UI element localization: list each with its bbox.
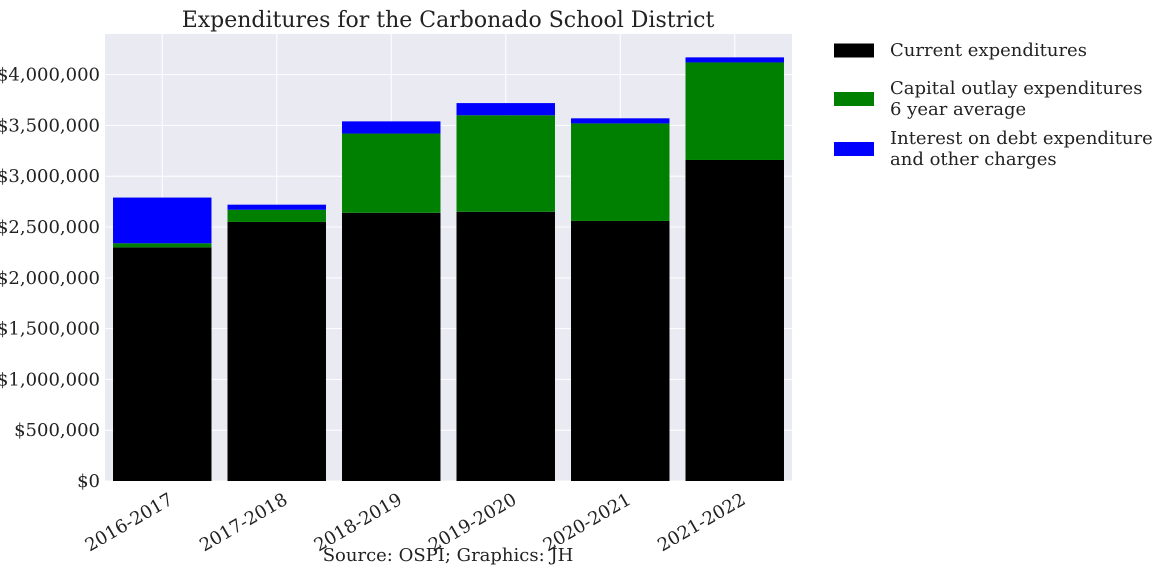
y-tick-label: $4,000,000 xyxy=(0,65,100,86)
x-tick-label: 2021-2022 xyxy=(654,489,749,556)
y-tick-label: $3,500,000 xyxy=(0,115,100,136)
plot-background xyxy=(105,34,792,481)
y-axis-tick-labels: $0 $500,000 $1,000,000 $1,500,000 $2,000,000… xyxy=(0,65,100,492)
bar-segment-series-2-2017-2018 xyxy=(227,204,326,210)
bar-segment-series-2-2019-2020 xyxy=(456,103,555,116)
bar-segment-series-2-2020-2021 xyxy=(571,118,670,124)
y-tick-label: $1,500,000 xyxy=(0,319,100,340)
y-tick-label: $2,500,000 xyxy=(0,217,100,238)
source-footnote: Source: OSPI; Graphics: JH xyxy=(323,545,574,566)
bar-segment-series-0-2016-2017 xyxy=(113,247,212,481)
bar-segment-series-0-2017-2018 xyxy=(227,221,326,481)
legend-swatch xyxy=(834,142,874,156)
y-tick-label: $0 xyxy=(77,471,100,492)
bar-segment-series-0-2021-2022 xyxy=(685,159,784,482)
chart-title: Expenditures for the Carbonado School Di… xyxy=(182,8,715,33)
y-tick-label: $500,000 xyxy=(14,420,100,441)
legend-label: Capital outlay expenditures 6 year averag… xyxy=(890,78,1142,120)
x-tick-label: 2016-2017 xyxy=(82,489,177,556)
bar-segment-series-1-2017-2018 xyxy=(227,209,326,222)
y-tick-label: $3,000,000 xyxy=(0,166,100,187)
bar-segment-series-1-2020-2021 xyxy=(571,123,670,221)
y-tick-label: $2,000,000 xyxy=(0,268,100,289)
bar-segment-series-1-2016-2017 xyxy=(113,243,212,248)
bars xyxy=(113,57,784,482)
bar-segment-series-0-2018-2019 xyxy=(342,212,441,482)
bar-segment-series-1-2018-2019 xyxy=(342,133,441,213)
legend: Current expenditures Capital outlay expen… xyxy=(834,40,1152,170)
x-tick-label: 2017-2018 xyxy=(196,489,291,556)
bar-segment-series-0-2019-2020 xyxy=(456,211,555,481)
legend-label: Interest on debt expenditures and other c… xyxy=(890,128,1152,170)
bar-segment-series-1-2019-2020 xyxy=(456,115,555,212)
legend-label: Current expenditures xyxy=(890,40,1087,61)
bar-segment-series-2-2016-2017 xyxy=(113,197,212,244)
bar-segment-series-2-2018-2019 xyxy=(342,121,441,134)
bar-segment-series-1-2021-2022 xyxy=(685,62,784,160)
legend-swatch xyxy=(834,43,874,58)
legend-swatch xyxy=(834,92,874,106)
bar-segment-series-0-2020-2021 xyxy=(571,220,670,481)
y-tick-label: $1,000,000 xyxy=(0,369,100,390)
bar-segment-series-2-2021-2022 xyxy=(685,57,784,63)
